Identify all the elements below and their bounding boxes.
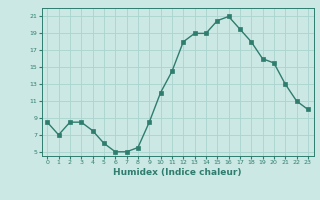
X-axis label: Humidex (Indice chaleur): Humidex (Indice chaleur)	[113, 168, 242, 177]
